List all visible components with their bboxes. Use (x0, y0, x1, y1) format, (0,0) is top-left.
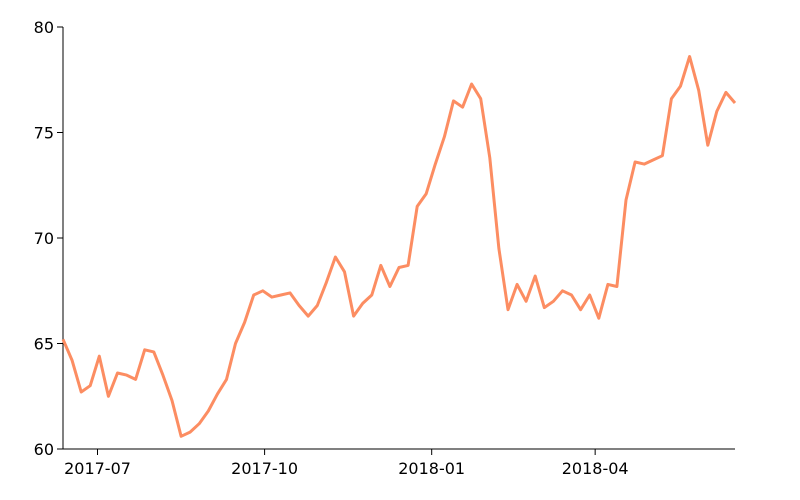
y-tick-label: 70 (34, 229, 54, 248)
data-line (61, 55, 737, 438)
y-tick-label: 80 (34, 18, 54, 37)
x-tick-label: 2018-04 (562, 459, 629, 478)
y-tick-label: 60 (34, 440, 54, 459)
x-tick-label: 2017-07 (64, 459, 131, 478)
x-tick-label: 2018-01 (398, 459, 465, 478)
y-tick-label: 65 (34, 335, 54, 354)
x-tick-label: 2017-10 (231, 459, 298, 478)
y-tick-label: 75 (34, 124, 54, 143)
